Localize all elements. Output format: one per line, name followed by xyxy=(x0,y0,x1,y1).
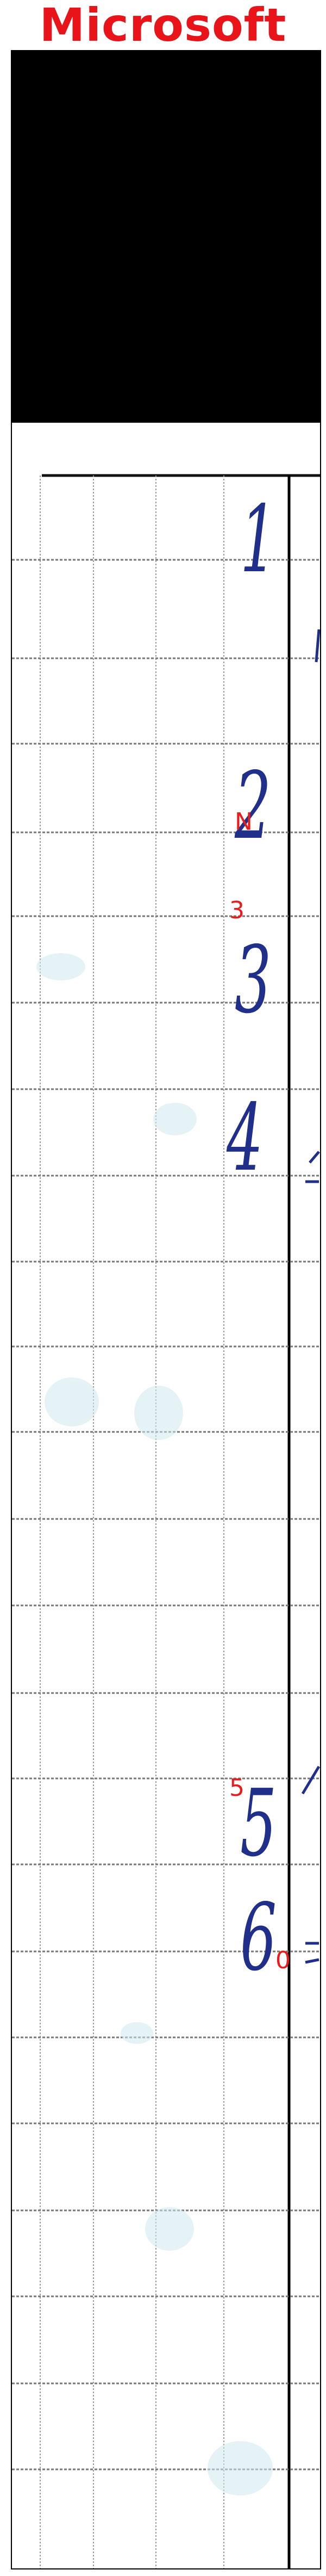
annotation-label: N xyxy=(235,808,253,836)
annotation-label: 0 xyxy=(275,1947,291,1974)
handwritten-digit: 5 xyxy=(240,1770,277,1877)
annotation-label: 3 xyxy=(229,897,244,924)
scanned-sheet: 1 2 3 4 5 6 N 3 5 0 xyxy=(12,423,320,2568)
handwritten-digit: 6 xyxy=(240,1884,277,1992)
document-frame: 1 2 3 4 5 6 N 3 5 0 xyxy=(11,50,321,2569)
redacted-block xyxy=(12,51,320,423)
handwritten-digit: 2 xyxy=(235,752,272,860)
handwritten-digit: 4 xyxy=(227,1084,264,1192)
grid-lines xyxy=(12,474,320,2568)
handwritten-digit: 1 xyxy=(240,486,277,594)
annotation-label: 5 xyxy=(229,1774,244,1802)
page-title: Microsoft xyxy=(39,0,287,52)
handwritten-digit: 3 xyxy=(235,926,272,1034)
